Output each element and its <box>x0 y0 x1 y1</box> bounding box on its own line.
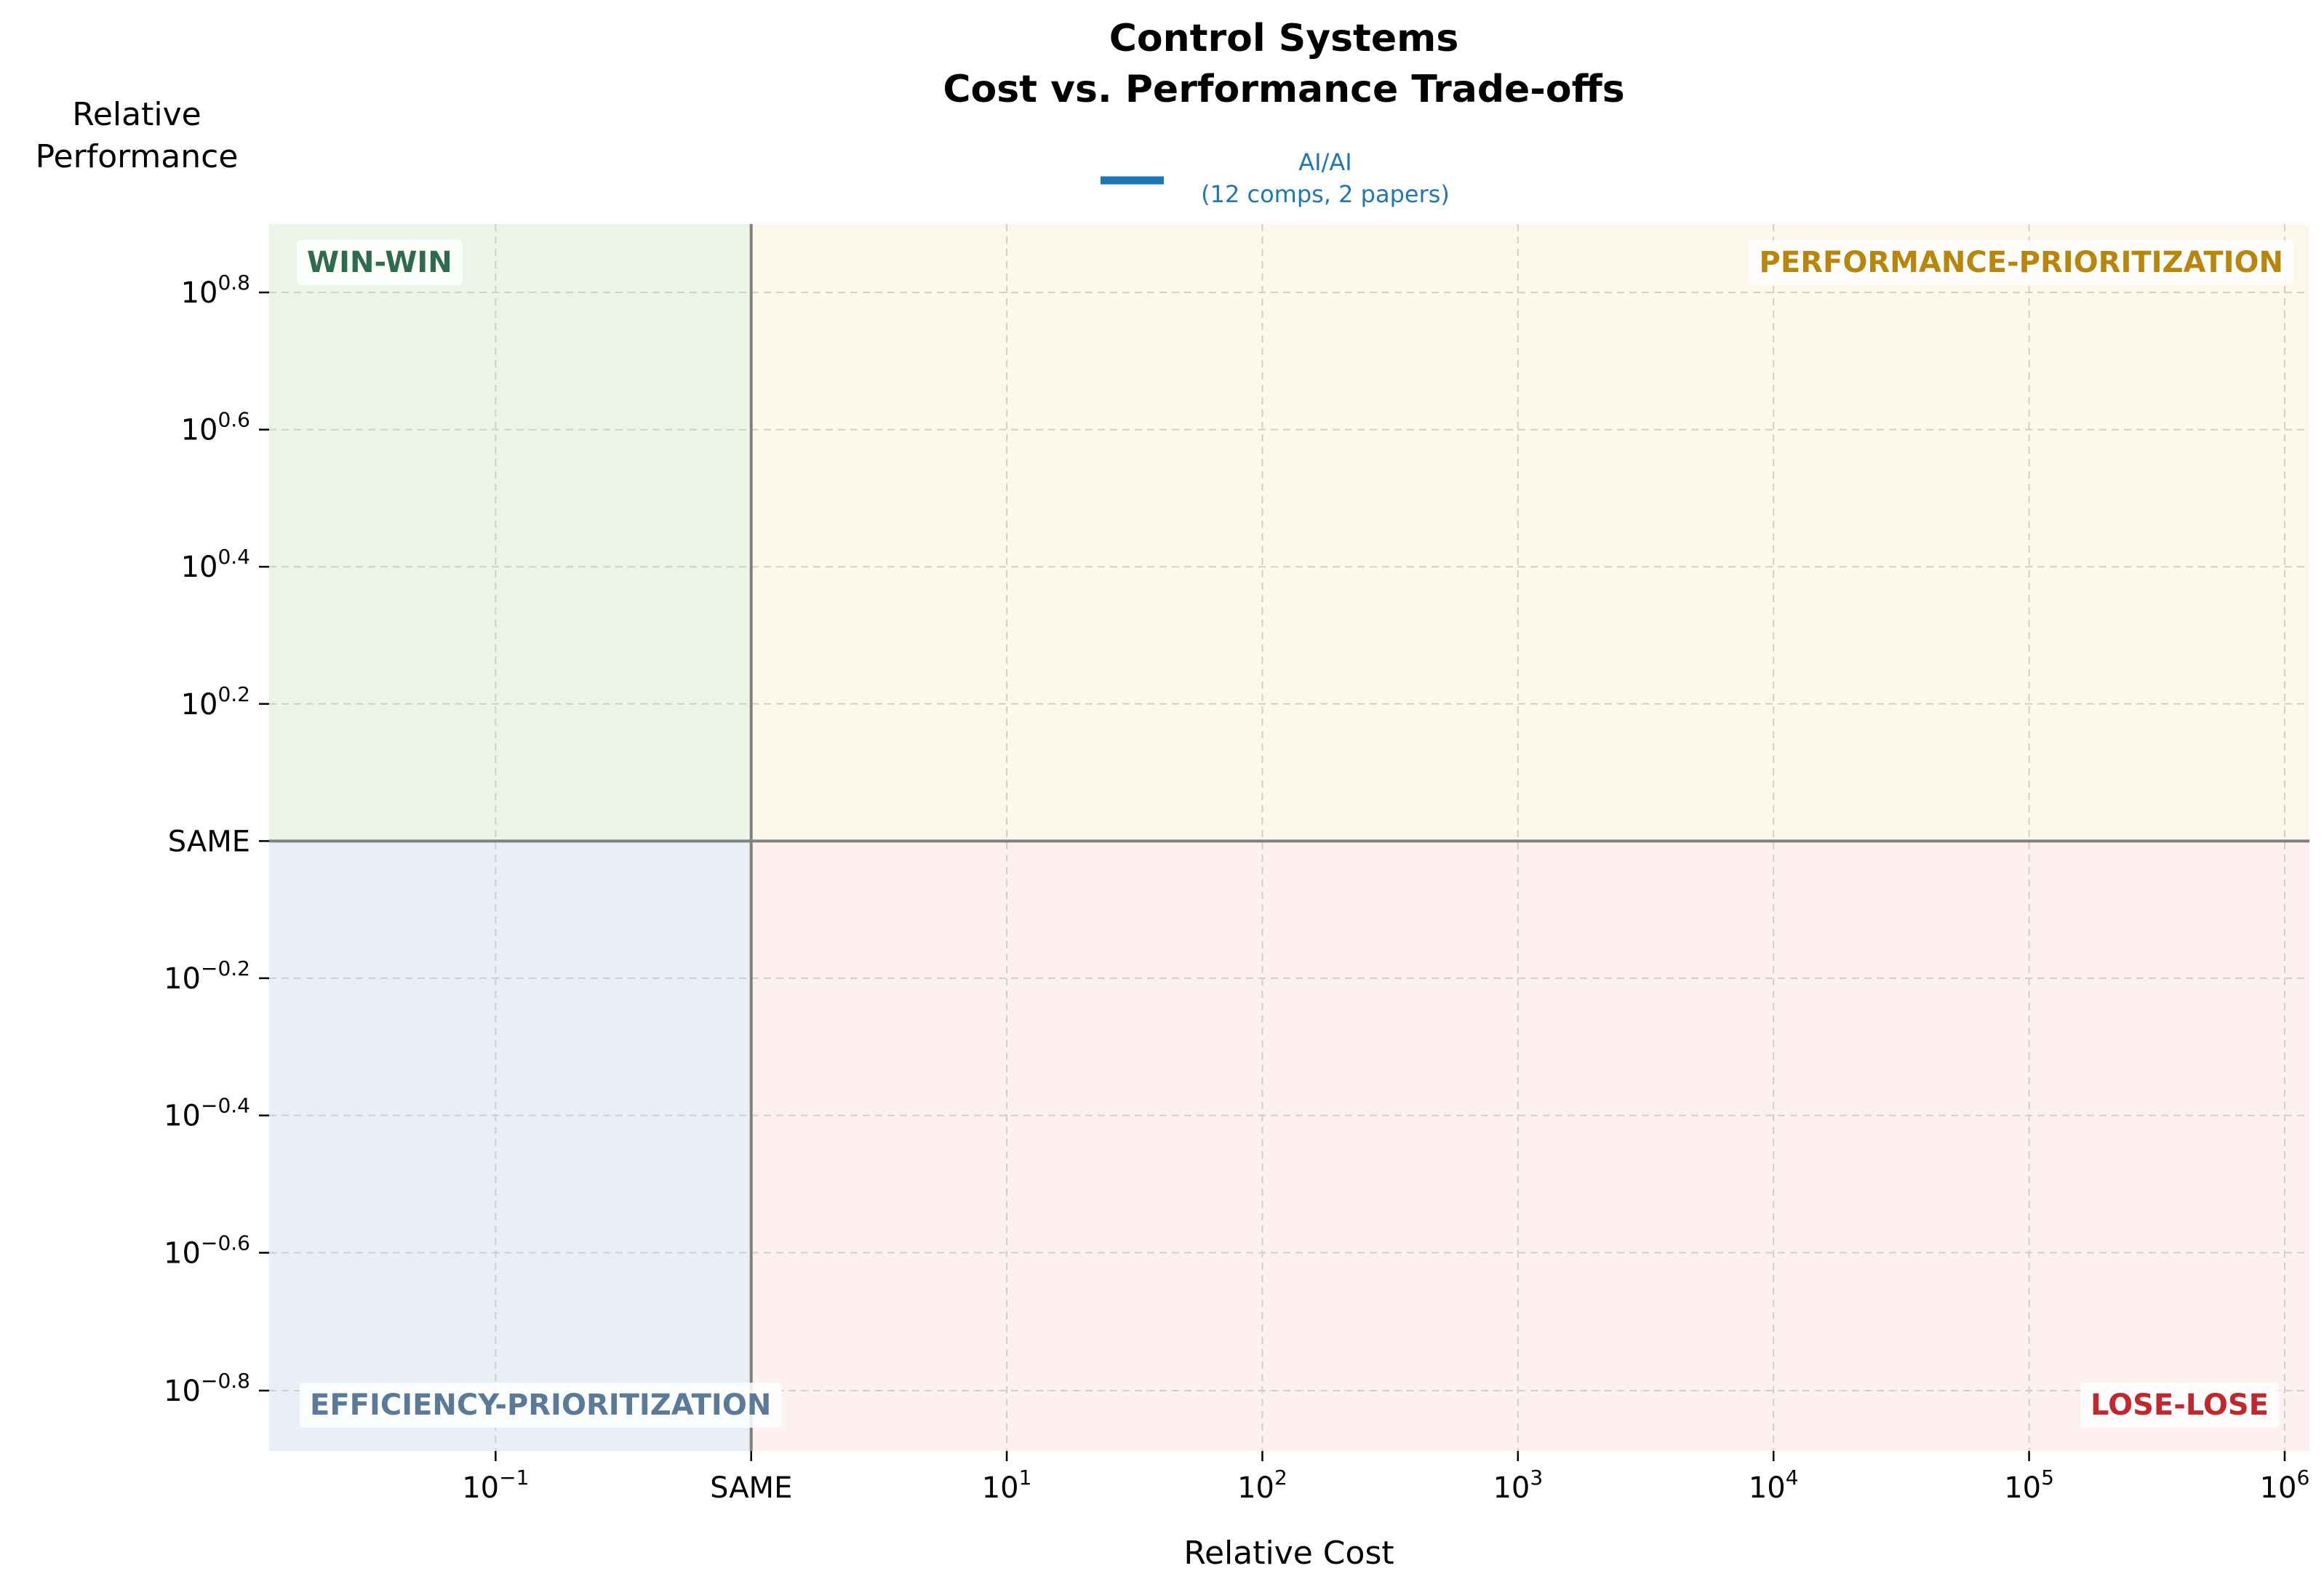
x-tick-label: 104 <box>1749 1466 1799 1505</box>
x-tick-label: 101 <box>982 1466 1032 1505</box>
quadrant-label-box <box>297 240 463 285</box>
x-tick-label: 106 <box>2260 1466 2310 1505</box>
y-tick-label: SAME <box>168 825 250 858</box>
y-axis-label: Performance <box>36 138 239 175</box>
y-tick-label: 100.8 <box>181 271 250 310</box>
quadrant-label-bottom-right: LOSE-LOSE <box>2091 1388 2269 1422</box>
y-axis-label: Relative <box>72 96 201 133</box>
quadrant-bottom-left <box>269 841 751 1451</box>
quadrant-label-top-right: PERFORMANCE-PRIORITIZATION <box>1760 246 2283 279</box>
x-tick-label: SAME <box>710 1471 792 1505</box>
quadrant-top-left <box>269 224 751 842</box>
x-tick-label: 10−1 <box>462 1466 529 1505</box>
y-tick-label: 10−0.8 <box>164 1369 250 1408</box>
x-tick-label: 102 <box>1237 1466 1287 1505</box>
legend-label: (12 comps, 2 papers) <box>1201 180 1450 208</box>
quadrant-label-box <box>2080 1383 2279 1428</box>
x-tick-label: 103 <box>1493 1466 1543 1505</box>
y-tick-label: 10−0.2 <box>164 956 250 996</box>
quadrant-label-top-left: WIN-WIN <box>307 246 452 279</box>
quadrant-label-box <box>1749 240 2293 285</box>
x-tick-label: 105 <box>2004 1466 2054 1505</box>
y-tick-label: 100.2 <box>181 682 250 721</box>
y-tick-label: 100.4 <box>181 545 250 584</box>
quadrant-bottom-right <box>751 841 2310 1451</box>
chart-subtitle: Cost vs. Performance Trade-offs <box>943 68 1624 111</box>
chart-title: Control Systems <box>1109 17 1459 60</box>
quadrant-label-bottom-left: EFFICIENCY-PRIORITIZATION <box>310 1388 771 1422</box>
legend-label: AI/AI <box>1298 148 1351 176</box>
quadrant-label-box <box>300 1383 782 1428</box>
y-tick-label: 10−0.6 <box>164 1231 250 1270</box>
x-axis-label: Relative Cost <box>1183 1535 1394 1572</box>
y-tick-label: 100.6 <box>181 408 250 447</box>
quadrant-top-right <box>751 224 2310 842</box>
y-tick-label: 10−0.4 <box>164 1094 250 1133</box>
